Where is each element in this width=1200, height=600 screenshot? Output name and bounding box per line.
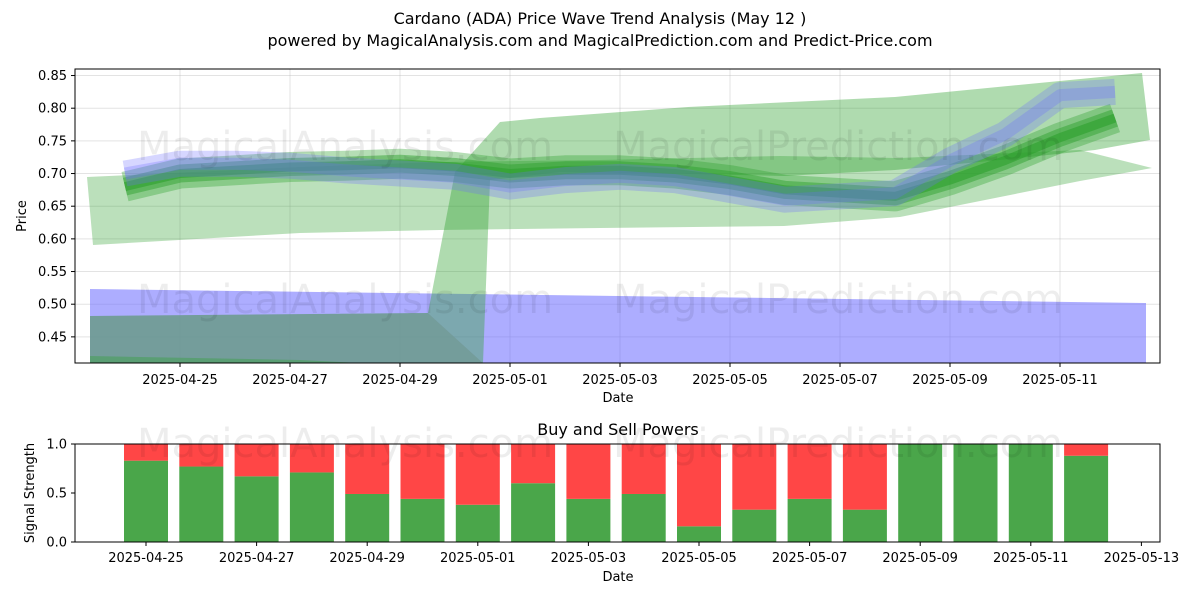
sell-bar xyxy=(511,444,556,484)
buy-bar xyxy=(732,509,777,542)
green-bottom-sliver xyxy=(90,356,360,363)
price-x-tick-label: 2025-05-05 xyxy=(692,373,768,388)
sell-bar xyxy=(1064,444,1109,456)
bars-title: Buy and Sell Powers xyxy=(537,420,699,439)
watermark-analysis-top: MagicalAnalysis.com xyxy=(137,124,553,170)
buy-bar xyxy=(842,509,887,542)
buy-bar xyxy=(621,493,666,542)
price-x-tick-label: 2025-04-27 xyxy=(252,373,328,388)
buy-bar xyxy=(400,498,445,542)
price-y-tick-label: 0.60 xyxy=(38,232,67,247)
price-y-axis-label: Price xyxy=(15,200,30,232)
sell-bar xyxy=(179,444,224,467)
price-y-tick-label: 0.50 xyxy=(38,298,67,313)
watermark-analysis-mid: MagicalAnalysis.com xyxy=(137,277,553,323)
sell-bar xyxy=(400,444,445,499)
price-bands xyxy=(87,73,1152,363)
buy-bar xyxy=(455,504,500,542)
price-x-tick-label: 2025-05-11 xyxy=(1022,373,1098,388)
bars-x-tick-label: 2025-05-13 xyxy=(1104,551,1180,566)
green-rise-band xyxy=(428,73,1150,363)
watermark-prediction-bottom: MagicalPrediction.com xyxy=(613,421,1063,467)
watermark-analysis-bottom: MagicalAnalysis.com xyxy=(137,421,553,467)
sell-bar xyxy=(566,444,611,499)
green-wide-band xyxy=(87,150,1152,245)
price-y-ticks: 0.45 0.50 0.55 0.60 0.65 0.70 0.75 0.80 0.85 xyxy=(38,69,75,345)
price-x-axis-label: Date xyxy=(602,391,633,406)
price-y-tick-label: 0.65 xyxy=(38,200,67,215)
sell-bar xyxy=(289,444,334,473)
power-bars xyxy=(124,444,1109,542)
watermark-prediction-mid: MagicalPrediction.com xyxy=(613,277,1063,323)
sell-bar xyxy=(455,444,500,505)
price-plot-frame xyxy=(74,68,1161,364)
sell-bar xyxy=(732,444,777,510)
price-x-tick-label: 2025-05-07 xyxy=(802,373,878,388)
buy-bar xyxy=(787,498,832,542)
sell-bar xyxy=(124,444,168,461)
bars-x-tick-label: 2025-05-01 xyxy=(440,551,516,566)
price-y-tick-label: 0.55 xyxy=(38,265,67,280)
price-y-tick-label: 0.80 xyxy=(38,102,67,117)
buy-bar xyxy=(179,466,224,542)
price-y-tick-label: 0.70 xyxy=(38,167,67,182)
bars-x-tick-label: 2025-05-03 xyxy=(551,551,627,566)
sell-bar xyxy=(345,444,390,494)
price-x-tick-label: 2025-05-01 xyxy=(472,373,548,388)
bars-x-tick-label: 2025-05-09 xyxy=(882,551,958,566)
buy-bar xyxy=(1064,455,1109,542)
price-x-ticks: 2025-04-25 2025-04-27 2025-04-29 2025-05-01… xyxy=(142,363,1098,388)
sell-bar xyxy=(842,444,887,510)
sell-bar xyxy=(621,444,666,494)
price-waves xyxy=(121,78,1121,213)
buy-bar xyxy=(234,476,279,542)
sell-bar xyxy=(677,444,721,527)
bars-x-tick-label: 2025-04-29 xyxy=(329,551,405,566)
buy-bar xyxy=(345,493,390,542)
bars-x-tick-label: 2025-05-05 xyxy=(661,551,737,566)
bars-x-tick-label: 2025-04-25 xyxy=(108,551,184,566)
price-y-tick-label: 0.85 xyxy=(38,69,67,84)
bars-x-tick-label: 2025-05-07 xyxy=(772,551,848,566)
buy-bar xyxy=(953,444,998,542)
chart-title: Cardano (ADA) Price Wave Trend Analysis … xyxy=(393,9,807,28)
bars-y-axis-label: Signal Strength xyxy=(23,443,38,543)
sell-bar xyxy=(234,444,279,477)
bars-y-ticks: 0.0 0.5 1.0 xyxy=(46,438,75,551)
bars-y-tick-label: 0.0 xyxy=(46,536,67,551)
sell-bar xyxy=(787,444,832,499)
price-y-tick-label: 0.75 xyxy=(38,134,67,149)
bars-x-ticks: 2025-04-25 2025-04-27 2025-04-29 2025-05-01… xyxy=(108,542,1179,566)
price-y-tick-label: 0.45 xyxy=(38,330,67,345)
buy-bar xyxy=(1008,444,1053,542)
price-x-tick-label: 2025-05-03 xyxy=(582,373,658,388)
bars-x-axis-label: Date xyxy=(602,570,633,585)
buy-bar xyxy=(677,526,721,542)
bars-x-tick-label: 2025-04-27 xyxy=(219,551,295,566)
price-x-tick-label: 2025-05-09 xyxy=(912,373,988,388)
buy-bar xyxy=(566,498,611,542)
price-x-tick-label: 2025-04-29 xyxy=(362,373,438,388)
chart-subtitle: powered by MagicalAnalysis.com and Magic… xyxy=(267,31,933,50)
bars-y-tick-label: 0.5 xyxy=(46,487,67,502)
buy-bar xyxy=(511,483,556,542)
watermark-prediction-top: MagicalPrediction.com xyxy=(613,124,1063,170)
buy-bar xyxy=(898,444,943,542)
buy-bar xyxy=(289,472,334,542)
price-x-tick-label: 2025-04-25 xyxy=(142,373,218,388)
bars-y-tick-label: 1.0 xyxy=(46,438,67,453)
bars-x-tick-label: 2025-05-11 xyxy=(993,551,1069,566)
teal-overlap-band xyxy=(90,313,483,363)
buy-bar xyxy=(124,460,168,542)
